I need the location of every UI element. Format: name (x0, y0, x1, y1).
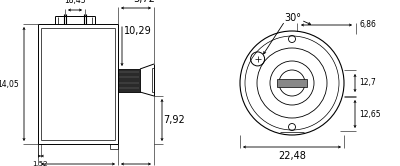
Text: 6,86: 6,86 (359, 20, 376, 30)
Text: 7,92: 7,92 (163, 115, 185, 125)
Text: 10,29: 10,29 (124, 26, 152, 36)
Text: 14,05: 14,05 (0, 80, 19, 88)
Text: 12,7: 12,7 (359, 79, 376, 87)
Text: 18,45: 18,45 (64, 0, 86, 5)
Text: 12,65: 12,65 (359, 110, 381, 119)
Text: 5,72: 5,72 (133, 0, 155, 4)
Polygon shape (277, 79, 307, 87)
Text: 22,48: 22,48 (278, 151, 306, 161)
Polygon shape (118, 69, 140, 92)
Text: 30°: 30° (284, 13, 302, 23)
Text: 1,52: 1,52 (32, 161, 47, 166)
